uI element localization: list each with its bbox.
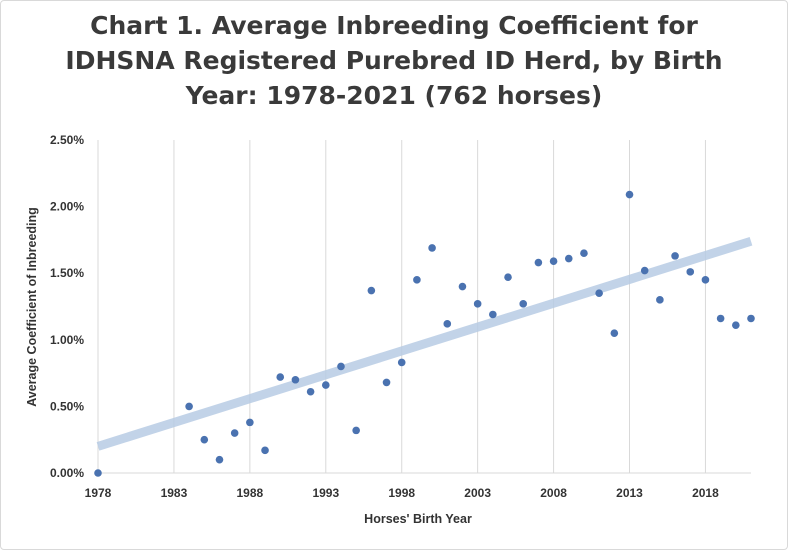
chart-title-line-2: IDHSNA Registered Purebred ID Herd, by B… bbox=[65, 46, 723, 75]
data-point-2003 bbox=[473, 300, 482, 308]
y-tick-label: 0.00% bbox=[50, 466, 84, 480]
data-point-2002 bbox=[458, 282, 467, 291]
y-tick-label: 2.00% bbox=[50, 200, 84, 214]
data-point-1999 bbox=[413, 276, 421, 284]
data-point-1985 bbox=[200, 435, 209, 444]
data-point-2018 bbox=[701, 276, 710, 284]
data-point-1992 bbox=[306, 387, 315, 396]
data-point-1991 bbox=[291, 375, 300, 384]
data-point-1986 bbox=[215, 455, 224, 464]
data-point-1984 bbox=[185, 402, 193, 411]
data-point-1994 bbox=[337, 362, 345, 371]
data-point-1996 bbox=[367, 286, 376, 295]
trendline bbox=[96, 236, 753, 451]
grid-lines bbox=[97, 140, 751, 474]
data-point-1987 bbox=[230, 429, 239, 437]
data-point-2004 bbox=[489, 310, 497, 319]
y-tick-label: 1.00% bbox=[50, 333, 84, 347]
x-tick-label: 1993 bbox=[312, 486, 339, 500]
data-point-2021 bbox=[747, 314, 755, 323]
data-point-2001 bbox=[443, 320, 452, 328]
data-point-2008 bbox=[549, 257, 558, 266]
x-tick-label: 2008 bbox=[540, 486, 567, 500]
data-point-2013 bbox=[625, 190, 634, 199]
x-tick-label: 2018 bbox=[692, 486, 719, 500]
y-tick-label: 2.50% bbox=[50, 133, 84, 147]
y-tick-labels: 0.00% 0.50% 1.00% 1.50% 2.00% 2.50% bbox=[50, 133, 84, 480]
y-tick-label: 1.50% bbox=[50, 266, 84, 280]
x-tick-label: 2013 bbox=[616, 486, 643, 500]
x-tick-labels: 1978 1983 1988 1993 1998 2003 2008 2013 2018 bbox=[85, 486, 719, 500]
chart-title-line-1: Chart 1. Average Inbreeding Coefficient … bbox=[90, 11, 698, 40]
trendline-group bbox=[96, 236, 753, 451]
data-point-1978 bbox=[94, 469, 102, 477]
data-point-2007 bbox=[534, 258, 543, 267]
chart-title: Chart 1. Average Inbreeding Coefficient … bbox=[0, 8, 788, 113]
x-axis-label: Horses' Birth Year bbox=[364, 512, 472, 526]
x-tick-label: 1983 bbox=[161, 486, 188, 500]
data-point-2020 bbox=[732, 321, 740, 329]
data-point-1989 bbox=[261, 446, 269, 455]
x-tick-label: 1978 bbox=[85, 486, 112, 500]
data-point-2011 bbox=[595, 289, 603, 297]
data-point-1988 bbox=[246, 418, 254, 427]
data-point-2016 bbox=[671, 252, 679, 260]
data-point-2019 bbox=[716, 314, 725, 323]
data-points bbox=[94, 190, 755, 477]
data-point-2006 bbox=[519, 300, 528, 308]
x-tick-label: 1988 bbox=[237, 486, 264, 500]
data-point-2017 bbox=[686, 268, 695, 276]
data-point-1997 bbox=[382, 378, 391, 387]
data-point-2015 bbox=[656, 296, 664, 304]
data-point-2012 bbox=[610, 329, 619, 337]
data-point-2000 bbox=[428, 244, 436, 252]
data-point-2014 bbox=[640, 266, 649, 275]
data-point-1990 bbox=[276, 373, 285, 381]
x-tick-label: 2003 bbox=[464, 486, 491, 500]
data-point-2005 bbox=[504, 273, 512, 281]
x-tick-label: 1998 bbox=[388, 486, 415, 500]
chart-title-line-3: Year: 1978-2021 (762 horses) bbox=[185, 81, 603, 110]
y-axis-label: Average Coefficient of Inbreeding bbox=[25, 207, 39, 407]
data-point-2010 bbox=[580, 249, 588, 258]
data-point-1993 bbox=[321, 381, 330, 389]
data-point-1998 bbox=[397, 358, 406, 367]
y-tick-label: 0.50% bbox=[50, 399, 84, 413]
data-point-1995 bbox=[352, 426, 360, 435]
data-point-2009 bbox=[564, 254, 573, 263]
